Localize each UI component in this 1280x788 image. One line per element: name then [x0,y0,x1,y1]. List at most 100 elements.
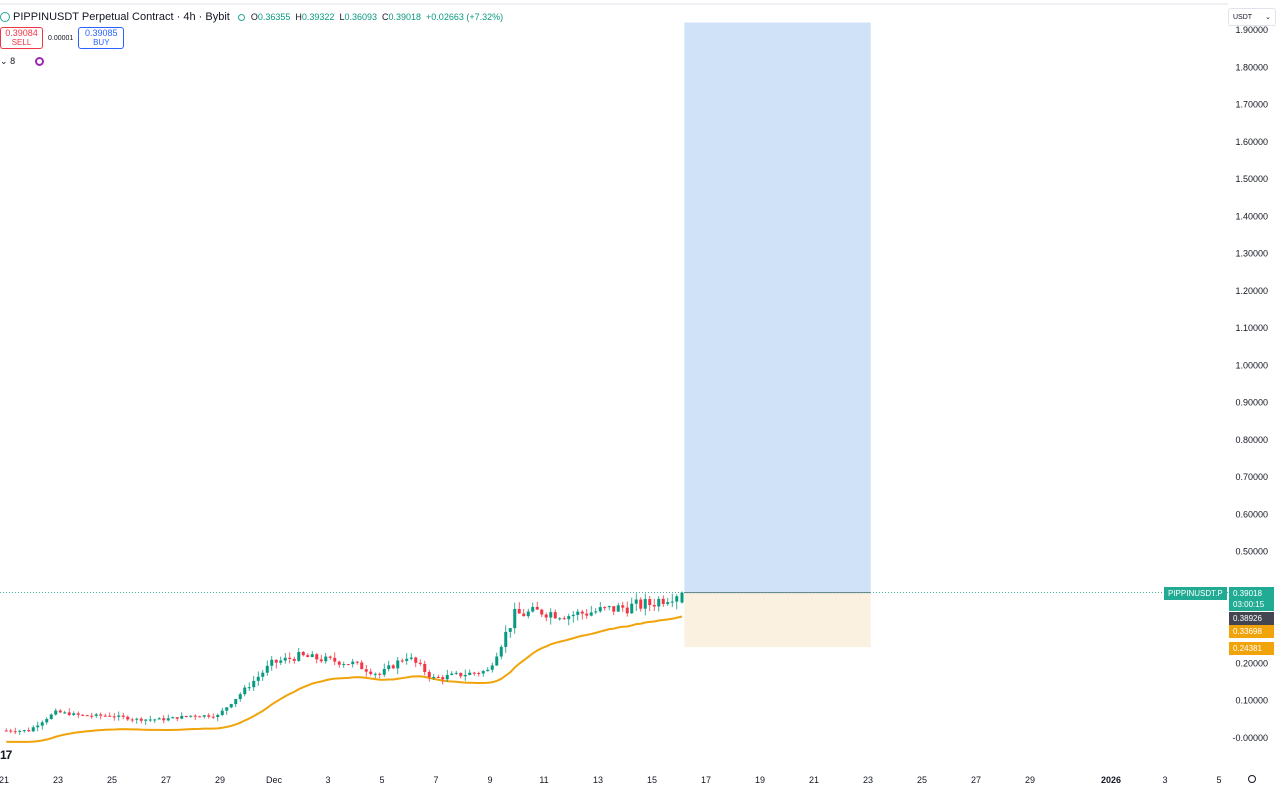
candle-body [643,599,647,609]
candle-body [598,607,602,612]
candle-body [562,618,566,620]
candle-body [454,672,458,674]
candle-body [315,654,319,660]
countdown-tag: 03:00:15 [1229,598,1274,611]
candle-body [342,664,346,666]
candle-body [558,618,562,620]
candle-body [657,598,661,607]
candle-body [72,713,76,715]
indicators-toggle[interactable]: ⌄ 8 [0,56,15,67]
candle-body [306,655,310,658]
price-axis-label: 1.80000 [1235,62,1268,72]
candle-body [616,605,620,612]
candle-body [292,658,296,661]
candle-body [481,671,485,674]
candle-body [319,659,323,662]
time-axis-label: 5 [1216,775,1221,785]
candle-body [274,659,278,663]
candle-body [495,656,499,666]
candle-body [450,673,454,675]
price-axis-label: 1.60000 [1235,137,1268,147]
candle-body [585,613,589,616]
candle-body [486,669,490,672]
candle-body [612,606,616,612]
time-axis-label: 25 [917,775,927,785]
candle-body [468,672,472,676]
price-axis-label: -0.00000 [1232,733,1268,743]
candle-body [445,674,449,680]
candle-body [76,713,80,715]
candle-body [328,656,332,658]
candle-body [427,672,431,678]
candle-body [337,661,341,665]
candle-body [333,657,337,662]
candle-body [45,718,49,723]
time-axis-label: 29 [215,775,225,785]
candle-body [310,654,314,658]
candle-body [517,608,521,614]
time-axis-label: Dec [266,775,283,785]
indicators-count: 8 [10,56,16,66]
indicator-settings-icon[interactable] [35,57,45,66]
candle-body [666,602,670,604]
candle-body [130,719,134,721]
chart-title[interactable]: PIPPINUSDT Perpetual Contract · 4h · Byb… [13,11,230,23]
candle-body [4,730,8,732]
price-axis-label: 1.90000 [1235,25,1268,35]
candle-body [418,662,422,664]
price-axis-label: 0.90000 [1235,398,1268,408]
candle-body [535,606,539,610]
stop-price-tag: 0.24381 [1229,642,1274,655]
sell-label: SELL [11,38,32,47]
candle-body [630,603,634,614]
candle-body [391,665,395,669]
candle-body [423,663,427,673]
candle-body [27,730,31,732]
time-axis-label: 2026 [1101,775,1121,785]
time-axis-label: 29 [1025,775,1035,785]
candle-body [162,718,166,721]
candle-body [378,673,382,675]
candle-body [603,607,607,609]
candle-body [234,699,238,705]
price-axis-label: 1.50000 [1235,174,1268,184]
candle-body [680,592,684,603]
price-axis-label: 0.80000 [1235,435,1268,445]
candle-body [549,612,553,618]
candle-body [202,715,206,717]
candle-body [387,665,391,669]
candle-body [63,712,67,714]
candle-body [265,665,269,673]
candle-body [31,727,35,732]
time-axis-label: 27 [971,775,981,785]
entry-price-tag: 0.33698 [1229,625,1274,638]
candle-body [103,715,107,717]
candle-body [463,675,467,677]
tradingview-logo[interactable]: 17 [0,748,12,762]
buy-label: BUY [93,38,110,47]
candle-body [283,657,287,661]
candle-body [477,673,481,675]
candle-body [243,687,247,695]
candle-body [9,730,13,732]
candle-body [526,611,530,617]
currency-selector[interactable]: USDT ⌄ [1228,8,1276,26]
candle-body [369,671,373,675]
sell-button[interactable]: 0.39084 SELL [0,27,43,49]
time-axis-label: 7 [433,775,438,785]
market-status-icon [237,13,245,21]
last-price-tag: 0.39018 [1229,587,1274,600]
time-axis-label: 21 [809,775,819,785]
symbol-icon [0,12,10,22]
candle-body [126,716,130,720]
price-axis-label: 1.30000 [1235,249,1268,259]
candle-body [508,628,512,632]
candle-body [175,717,179,719]
loss-zone [684,592,871,648]
time-axis-label: 23 [53,775,63,785]
candle-body [270,659,274,666]
candle-body [54,710,58,715]
buy-button[interactable]: 0.39085 BUY [78,27,125,49]
price-axis-label: 1.70000 [1235,100,1268,110]
